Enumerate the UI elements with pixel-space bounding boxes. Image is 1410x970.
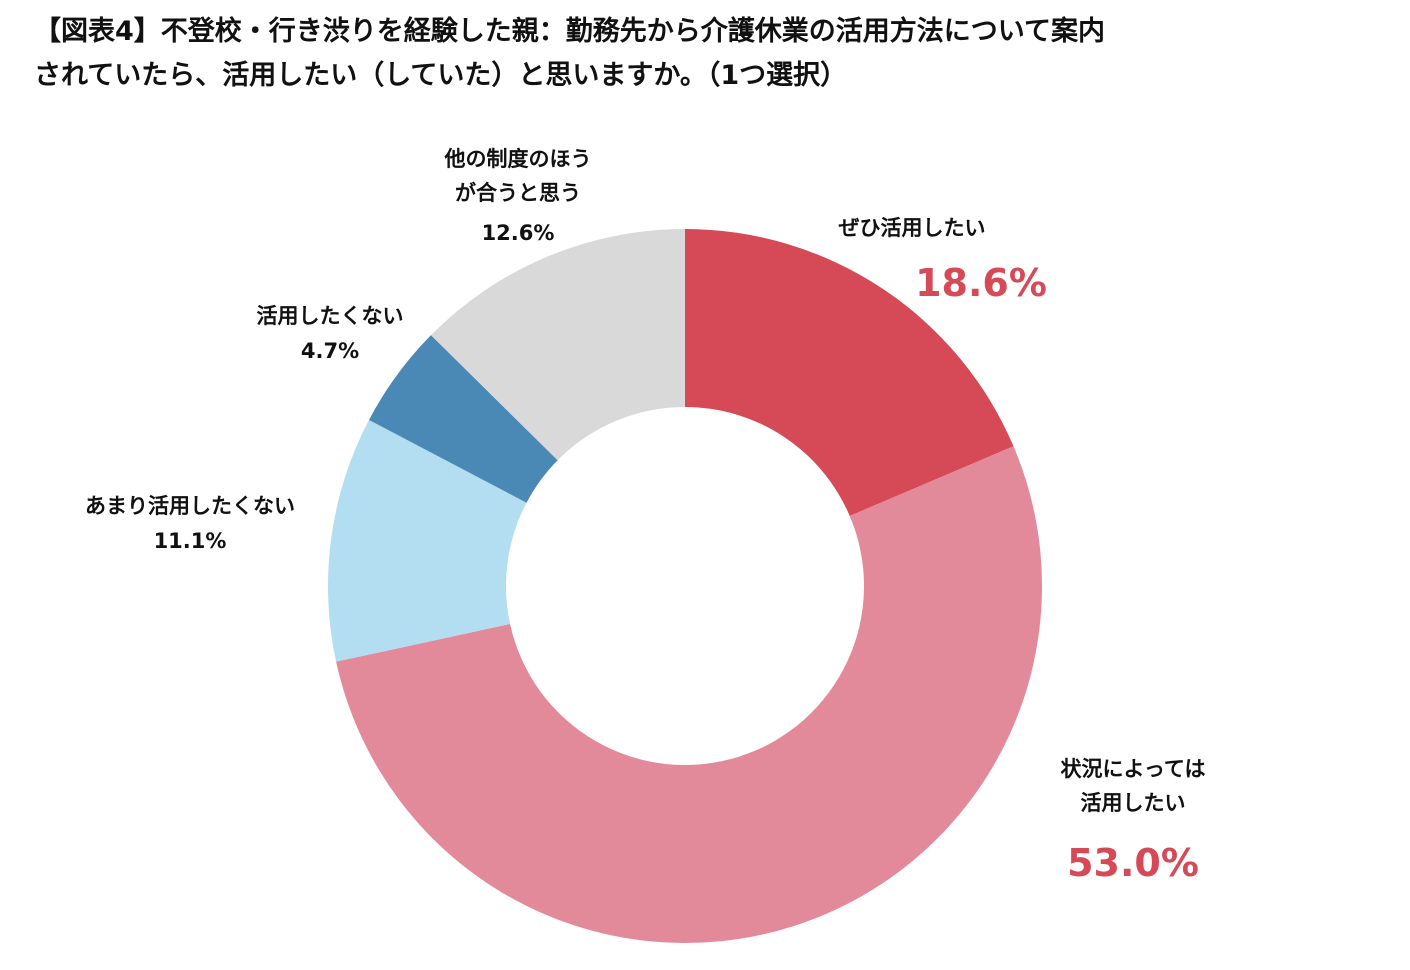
slice-label-joukyou-line-1: 状況によっては [1061,757,1206,781]
slice-value-hoka: 12.6% [482,221,555,245]
slice-zehi [685,229,1014,516]
slice-label-shitakunai-line-1: 活用したくない [257,304,404,328]
slice-label-zehi-line-1: ぜひ活用したい [839,216,986,240]
donut-slices [327,229,1043,943]
slice-label-hoka-line-2: が合うと思う [455,181,581,205]
slice-value-zehi: 18.6% [915,261,1047,305]
slice-shitakunai [368,335,558,503]
slice-value-shitakunai: 4.7% [301,339,359,363]
slice-amari [327,419,527,662]
chart-title: 【図表4】不登校・行き渋りを経験した親：勤務先から介護休業の活用方法について案内… [34,10,1394,98]
slice-value-joukyou: 53.0% [1067,841,1199,885]
slice-value-amari: 11.1% [154,529,227,553]
slice-label-joukyou-line-2: 活用したい [1081,791,1186,815]
slice-label-amari-line-1: あまり活用したくない [85,494,295,518]
slice-label-hoka-line-1: 他の制度のほう [444,147,592,171]
chart-title-line-1: 【図表4】不登校・行き渋りを経験した親：勤務先から介護休業の活用方法について案内 [34,16,1105,47]
chart-title-line-2: されていたら、活用したい（していた）と思いますか。（1つ選択） [34,60,848,91]
slice-joukyou [336,446,1043,943]
slice-hoka [430,229,685,461]
